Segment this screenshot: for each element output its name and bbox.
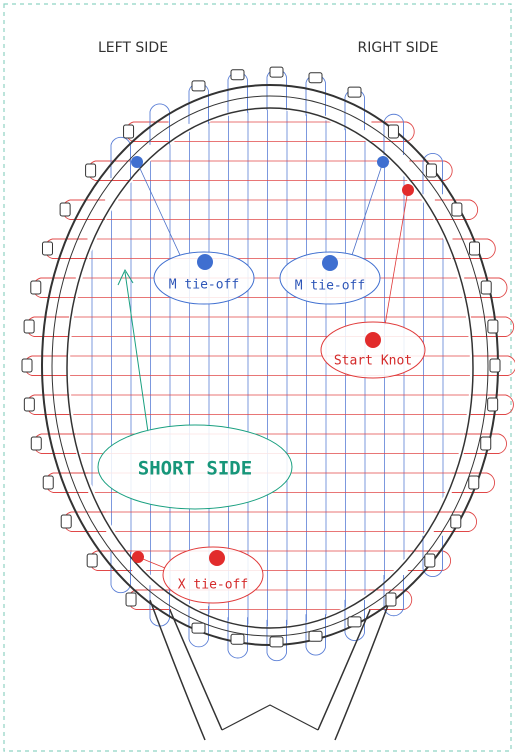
- cross-loop: [409, 160, 453, 181]
- cross-loop: [451, 472, 495, 493]
- grommet: [21, 358, 33, 373]
- frame-mid: [51, 95, 489, 637]
- main-loop: [266, 619, 287, 662]
- label: M tie-off: [169, 278, 239, 293]
- callout: [153, 251, 255, 305]
- dot: [209, 550, 225, 566]
- grommet: [450, 514, 462, 529]
- cross-loop: [472, 355, 515, 376]
- grommet: [191, 622, 206, 634]
- grommets: [21, 66, 501, 648]
- throat-bridge: [221, 704, 319, 731]
- cross-loop: [434, 199, 479, 220]
- grommet: [425, 163, 437, 178]
- grommet: [424, 553, 436, 568]
- dot: [132, 551, 144, 563]
- main-loop: [383, 113, 404, 156]
- grommet: [230, 633, 245, 645]
- main-loop: [227, 617, 248, 659]
- m-tie-off-left: M tie-off: [131, 156, 255, 305]
- dot: [402, 184, 414, 196]
- grommet: [308, 630, 323, 642]
- grommet: [42, 475, 54, 490]
- main-loop: [305, 614, 326, 656]
- grommet: [59, 202, 71, 217]
- throat: [149, 599, 391, 741]
- right-side-label: RIGHT SIDE: [358, 40, 439, 56]
- label: Start Knot: [334, 354, 412, 369]
- x-tie-off: X tie-off: [132, 546, 264, 604]
- cross-loop: [452, 238, 496, 259]
- cross-loop: [470, 316, 515, 337]
- short-side: SHORT SIDE: [97, 268, 293, 510]
- cross-loop: [407, 550, 451, 571]
- left-side-label: LEFT SIDE: [98, 40, 168, 56]
- grommet: [487, 319, 499, 334]
- cross-loop: [463, 433, 507, 454]
- cross-loop: [470, 394, 514, 415]
- grommet: [347, 86, 362, 98]
- main-loop: [344, 599, 365, 641]
- grommet: [269, 636, 284, 648]
- callout: [97, 424, 293, 510]
- label: X tie-off: [178, 578, 248, 593]
- main-loop: [422, 153, 443, 195]
- main-loop: [188, 606, 209, 648]
- main-loop: [422, 535, 443, 577]
- dot: [322, 255, 338, 271]
- cross-loop: [433, 511, 477, 532]
- grommet: [469, 241, 481, 256]
- dot: [131, 156, 143, 168]
- grommet: [23, 319, 35, 334]
- grommet: [86, 553, 98, 568]
- m-tie-off-right: M tie-off: [279, 156, 389, 305]
- dot: [197, 254, 213, 270]
- frame-inner: [66, 107, 474, 629]
- grommet: [489, 358, 501, 373]
- dot: [365, 332, 381, 348]
- grommet: [23, 397, 35, 412]
- grommet: [468, 475, 480, 490]
- grommet: [385, 592, 397, 607]
- grommet: [41, 241, 53, 256]
- cross-loop: [464, 277, 508, 298]
- callout: [279, 251, 381, 305]
- label: M tie-off: [295, 279, 365, 294]
- main-loop: [149, 103, 170, 145]
- leader: [351, 161, 384, 256]
- grommet: [125, 592, 137, 607]
- grommet: [30, 280, 42, 295]
- main-loop: [383, 574, 404, 617]
- arrow: [117, 268, 149, 433]
- grommet: [347, 616, 362, 628]
- string-loops: [23, 68, 515, 662]
- grommet: [30, 436, 42, 451]
- grommet: [480, 280, 492, 295]
- dot: [377, 156, 389, 168]
- grommet: [480, 436, 492, 451]
- callout: [162, 546, 264, 604]
- leader: [384, 189, 409, 326]
- label: SHORT SIDE: [138, 458, 252, 480]
- grommet: [123, 124, 135, 139]
- main-loop: [110, 136, 131, 179]
- start-knot: Start Knot: [320, 184, 426, 379]
- grommet: [308, 72, 323, 84]
- grommet: [487, 397, 499, 412]
- grommet: [85, 163, 97, 178]
- leader: [136, 161, 181, 256]
- grommet: [387, 124, 399, 139]
- main-loop: [110, 551, 131, 594]
- frame-border: [3, 3, 512, 752]
- callout: [320, 321, 426, 379]
- grommet: [269, 66, 284, 78]
- grommet: [451, 202, 463, 217]
- grommet: [230, 69, 245, 81]
- grommet: [191, 80, 206, 92]
- grommet: [60, 514, 72, 529]
